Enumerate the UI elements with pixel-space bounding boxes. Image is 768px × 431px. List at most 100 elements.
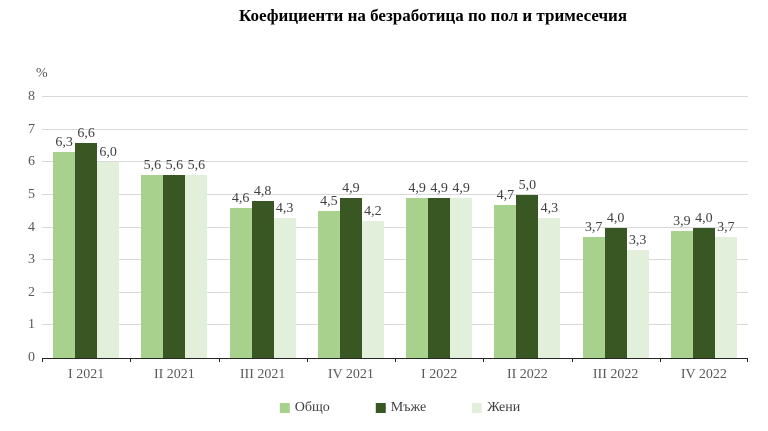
bar-Общо: 3,9 [670,214,693,358]
x-axis-label: IV 2022 [680,367,727,382]
y-axis-tick-label: 0 [28,350,35,365]
gridline [42,291,748,293]
bar-group-II-2021: 5,6 5,6 5,6 [130,97,218,358]
legend-swatch [472,403,483,413]
x-axis-tick [395,358,396,362]
x-axis-tick [571,358,573,362]
x-axis-label: IV 2021 [327,367,374,382]
bar-Мъже: 4,0 [604,211,627,358]
x-axis-tick [218,358,220,362]
bar-Мъже: 4,9 [339,182,362,358]
x-axis-label: III 2021 [239,367,286,382]
bar-group-I-2021: 6,3 6,6 6,0 [42,97,130,358]
bar-value-label: 4,9 [408,181,426,197]
bar-value-label: 4,0 [606,210,625,226]
y-axis-tick-label: 2 [28,284,35,300]
bar-value-label: 4,3 [540,200,559,216]
bar-group-III-2021: 4,6 4,8 4,3 [219,97,307,358]
legend-label: Мъже [390,400,427,415]
legend-swatch [279,403,290,413]
bar-group-IV-2021: 4,5 4,9 4,2 [307,97,395,358]
bar-value-label: 4,7 [496,187,515,203]
bar-value-label: 4,8 [253,184,272,200]
bar-Жени: 4,9 [450,182,473,358]
bar-Мъже: 4,0 [692,211,715,358]
bar-group-I-2022: 4,9 4,9 4,9 [395,97,483,358]
bar-value-label: 6,0 [99,145,117,161]
bar-group-II-2022: 4,7 5,0 4,3 [483,97,571,358]
gridline [42,259,748,261]
gridline [42,193,748,195]
x-axis-tick [659,358,661,362]
bar-value-label: 5,0 [518,177,537,193]
y-axis-tick-label: 4 [28,219,35,235]
bar-value-label: 3,9 [673,213,691,229]
bar-value-label: 4,9 [452,181,470,197]
bar-value-label: 6,3 [55,135,73,151]
bar-value-label: 4,0 [695,210,713,226]
bar-value-label: 3,7 [717,220,735,236]
bar-value-label: 4,3 [275,200,294,216]
bar-value-label: 6,6 [77,125,95,141]
legend-item-Мъже: Мъже [375,400,427,416]
bar-Общо: 5,6 [141,159,164,358]
bar-value-label: 4,9 [342,181,360,197]
x-axis-label: I 2022 [421,367,458,382]
y-axis-tick-label: 5 [28,186,35,202]
bar-Мъже: 5,6 [163,159,186,358]
bar-Мъже: 4,9 [428,182,451,358]
x-axis-tick [130,358,132,362]
legend-swatch [375,403,386,413]
chart-title: Коефициенти на безработица по пол и трим… [238,6,628,25]
y-axis-unit-label: % [36,66,48,81]
bar-value-label: 5,6 [187,158,206,174]
bar-Жени: 4,3 [538,201,561,358]
bar-Жени: 5,6 [185,159,208,358]
bar-value-label: 3,3 [628,233,647,249]
bar-Жени: 4,2 [361,204,384,358]
gridline [42,226,748,228]
bar-value-label: 3,7 [584,220,603,236]
y-axis-tick-label: 1 [28,317,35,333]
legend-item-Общо: Общо [279,400,330,416]
legend-label: Жени [487,400,521,415]
bar-Жени: 4,3 [273,201,296,358]
x-axis-label: II 2021 [153,367,195,382]
bar-Мъже: 5,0 [516,178,539,358]
bar-Общо: 4,9 [406,182,429,358]
bar-value-label: 5,6 [165,158,184,174]
gridline [42,96,748,97]
y-axis-tick-label: 7 [28,121,35,137]
gridline [42,324,748,326]
bar-Общо: 3,7 [582,221,605,358]
bar-value-label: 4,5 [320,194,338,210]
x-axis-tick [747,358,748,362]
gridline [42,128,748,130]
y-axis-tick-label: 3 [28,252,35,268]
x-axis-label: III 2022 [592,367,639,382]
bar-value-label: 4,9 [430,181,448,197]
x-axis-tick [306,358,308,362]
bar-value-label: 4,2 [364,203,382,219]
plot-area: 0 1 2 3 4 5 6 7 8 6,3 6,6 6,0 I 2021 5,6 5,6 5,6 II 2021… [28,90,748,382]
legend-label: Общо [294,400,330,415]
bar-Жени: 3,3 [626,234,649,358]
bar-Общо: 6,3 [53,136,76,358]
bar-Общо: 4,6 [229,191,252,358]
bar-value-label: 5,6 [143,158,162,174]
bar-Жени: 6,0 [97,146,120,358]
y-axis-tick-label: 8 [28,89,35,104]
bar-Общо: 4,5 [317,195,340,358]
bar-Общо: 4,7 [494,188,517,358]
gridline [42,161,748,163]
legend-item-Жени: Жени [472,400,520,416]
bar-Мъже: 4,8 [251,185,274,358]
bar-group-IV-2022: 3,9 4,0 3,7 [660,97,748,358]
x-axis-label: I 2021 [68,367,105,382]
bar-group-III-2022: 3,7 4,0 3,3 [572,97,660,358]
bar-value-label: 4,6 [231,190,250,206]
bar-Мъже: 6,6 [75,126,98,358]
bar-Жени: 3,7 [714,221,737,358]
x-axis-tick [483,358,485,362]
